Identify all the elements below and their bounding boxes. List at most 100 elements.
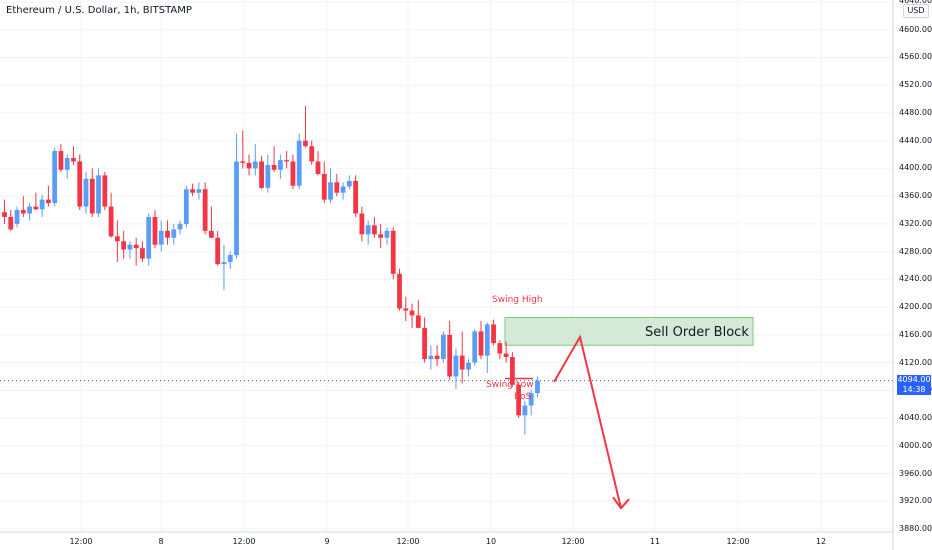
candle-body: [284, 160, 290, 162]
candle-body: [27, 206, 32, 214]
candle-body: [353, 180, 359, 214]
sell-order-block-zone: [504, 317, 754, 346]
candle-body: [227, 255, 233, 263]
currency-label[interactable]: USD: [903, 4, 929, 18]
y-tick-label: 3880.00: [899, 524, 932, 533]
candle-body: [8, 216, 14, 230]
candle: [39, 194, 45, 217]
candle-body: [340, 186, 346, 193]
candle-body: [127, 244, 133, 250]
candle: [133, 237, 139, 266]
x-tick-label: 12: [815, 537, 827, 546]
candle: [340, 182, 346, 200]
candle: [472, 329, 478, 367]
candle: [45, 185, 51, 207]
candle: [64, 154, 70, 179]
candle-body: [190, 189, 195, 193]
candle: [397, 268, 402, 311]
projection-arrowhead: [612, 496, 630, 510]
candle: [52, 147, 58, 207]
y-tick-label: 4560.00: [899, 52, 932, 62]
candle: [140, 241, 145, 263]
candle: [158, 220, 164, 252]
candle: [259, 155, 264, 190]
candle: [265, 154, 271, 193]
candle: [89, 168, 95, 217]
candle-body: [102, 175, 108, 207]
candle: [503, 341, 509, 363]
candle: [290, 154, 296, 190]
candle: [221, 244, 227, 290]
candle-body: [535, 380, 540, 394]
candle: [353, 175, 359, 217]
candle: [2, 199, 7, 224]
candle: [121, 230, 127, 259]
candle: [27, 203, 32, 221]
candle: [453, 348, 459, 389]
candle: [114, 220, 120, 263]
candle-body: [372, 225, 377, 235]
candle: [171, 223, 177, 245]
candle: [484, 322, 490, 373]
candle-body: [146, 216, 152, 259]
candle-body: [516, 384, 522, 416]
candle-body: [466, 362, 471, 370]
candle-body: [271, 164, 277, 170]
candle: [96, 168, 101, 217]
candle: [271, 146, 277, 172]
candle: [234, 133, 239, 259]
candle: [71, 146, 76, 165]
candle-body: [478, 331, 484, 356]
candle-body: [428, 355, 434, 360]
candle-body: [20, 210, 26, 214]
candle-body: [441, 334, 446, 360]
y-tick-label: 4320.00: [899, 218, 932, 228]
candle: [33, 192, 39, 211]
candle-body: [215, 237, 221, 265]
candle-body: [177, 223, 183, 230]
candle: [20, 196, 26, 217]
candle-body: [497, 343, 503, 354]
candle-body: [89, 178, 95, 214]
candle-body: [114, 236, 120, 242]
candle: [127, 241, 133, 259]
candle-body: [509, 357, 515, 385]
candle: [309, 140, 315, 165]
last-price-value: 4094.00: [897, 375, 931, 384]
candle: [58, 144, 64, 172]
candle: [227, 251, 233, 269]
candle-body: [77, 161, 83, 207]
candle-body: [108, 206, 114, 237]
y-tick-label: 4240.00: [899, 274, 932, 284]
candlestick-series: [2, 106, 540, 435]
candle: [108, 192, 114, 238]
candle: [190, 183, 195, 197]
chart-title: Ethereum / U.S. Dollar, 1h, BITSTAMP: [6, 5, 192, 16]
candle-body: [121, 241, 127, 250]
candle-body: [397, 273, 402, 309]
candle: [390, 227, 396, 280]
candle-body: [39, 199, 45, 210]
candle: [83, 171, 89, 214]
candle: [328, 168, 333, 204]
candle-body: [165, 230, 170, 238]
candle: [284, 151, 290, 169]
candle-body: [252, 161, 258, 169]
candle-body: [422, 327, 427, 360]
y-tick-label: 4280.00: [899, 246, 932, 256]
candle: [346, 175, 352, 190]
x-tick-label: 8: [158, 537, 164, 546]
candle: [497, 340, 503, 360]
candle-body: [315, 161, 321, 174]
y-tick-label: 4120.00: [899, 357, 932, 367]
candle-body: [234, 161, 239, 256]
y-tick-label: 4480.00: [899, 107, 932, 117]
candle-body: [296, 140, 302, 186]
candle-body: [140, 248, 145, 259]
y-tick-label: 4400.00: [899, 163, 932, 173]
candle: [146, 213, 152, 266]
candle-body: [265, 164, 271, 188]
candle: [252, 144, 258, 176]
candle-body: [303, 140, 308, 147]
